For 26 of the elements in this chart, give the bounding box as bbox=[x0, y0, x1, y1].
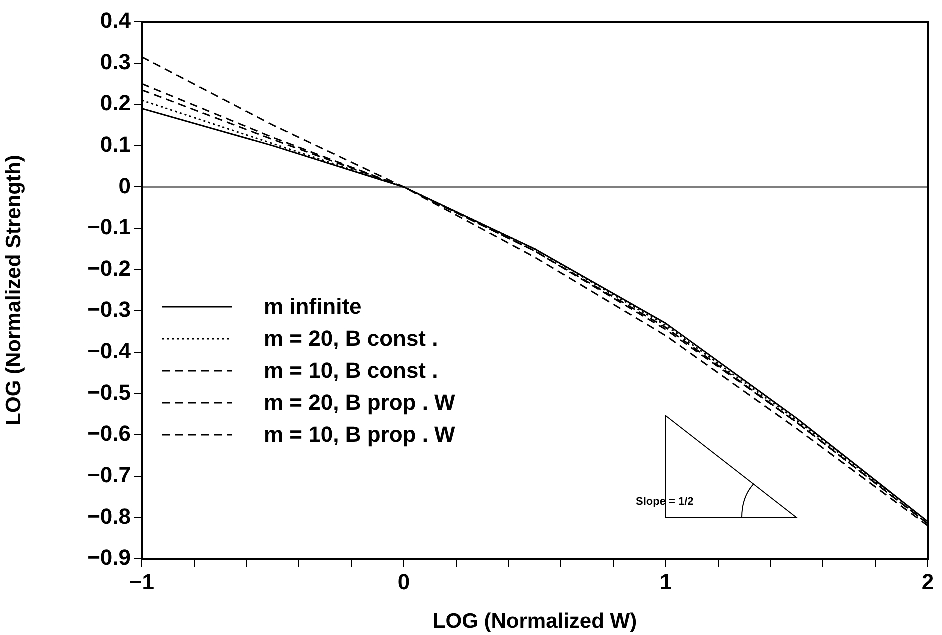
x-tick-label: −1 bbox=[129, 569, 155, 594]
y-tick-label: 0.4 bbox=[100, 8, 132, 34]
x-tick-label: 2 bbox=[922, 569, 934, 594]
legend-label: m = 20, B prop . W bbox=[264, 390, 456, 416]
x-tick-label: 1 bbox=[660, 569, 672, 594]
y-tick-label: −0.4 bbox=[88, 338, 132, 364]
y-tick-label: 0.1 bbox=[100, 132, 131, 157]
y-tick-label: −0.6 bbox=[88, 421, 131, 446]
y-tick-label: 0.3 bbox=[100, 49, 131, 74]
legend-label: m = 10, B const . bbox=[264, 358, 438, 384]
legend-label: m = 20, B const . bbox=[264, 326, 438, 352]
legend-label: m = 10, B prop . W bbox=[264, 422, 456, 448]
y-tick-label: −0.1 bbox=[88, 214, 131, 240]
y-axis-title: LOG (Normalized Strength) bbox=[2, 155, 26, 426]
y-tick-label: 0 bbox=[118, 173, 131, 198]
y-tick-label: −0.8 bbox=[88, 504, 131, 529]
y-tick-label: −0.7 bbox=[88, 462, 131, 488]
x-tick-label: 0 bbox=[398, 569, 410, 594]
x-axis-title: LOG (Normalized W) bbox=[432, 610, 638, 634]
y-tick-label: −0.5 bbox=[88, 380, 131, 405]
legend-label: m infinite bbox=[264, 294, 362, 320]
y-tick-label: −0.2 bbox=[88, 256, 131, 281]
y-tick-label: −0.9 bbox=[88, 545, 131, 570]
annotation: Slope = 1/2 bbox=[636, 496, 694, 508]
y-tick-label: 0.2 bbox=[100, 90, 131, 116]
y-tick-label: −0.3 bbox=[88, 297, 131, 322]
